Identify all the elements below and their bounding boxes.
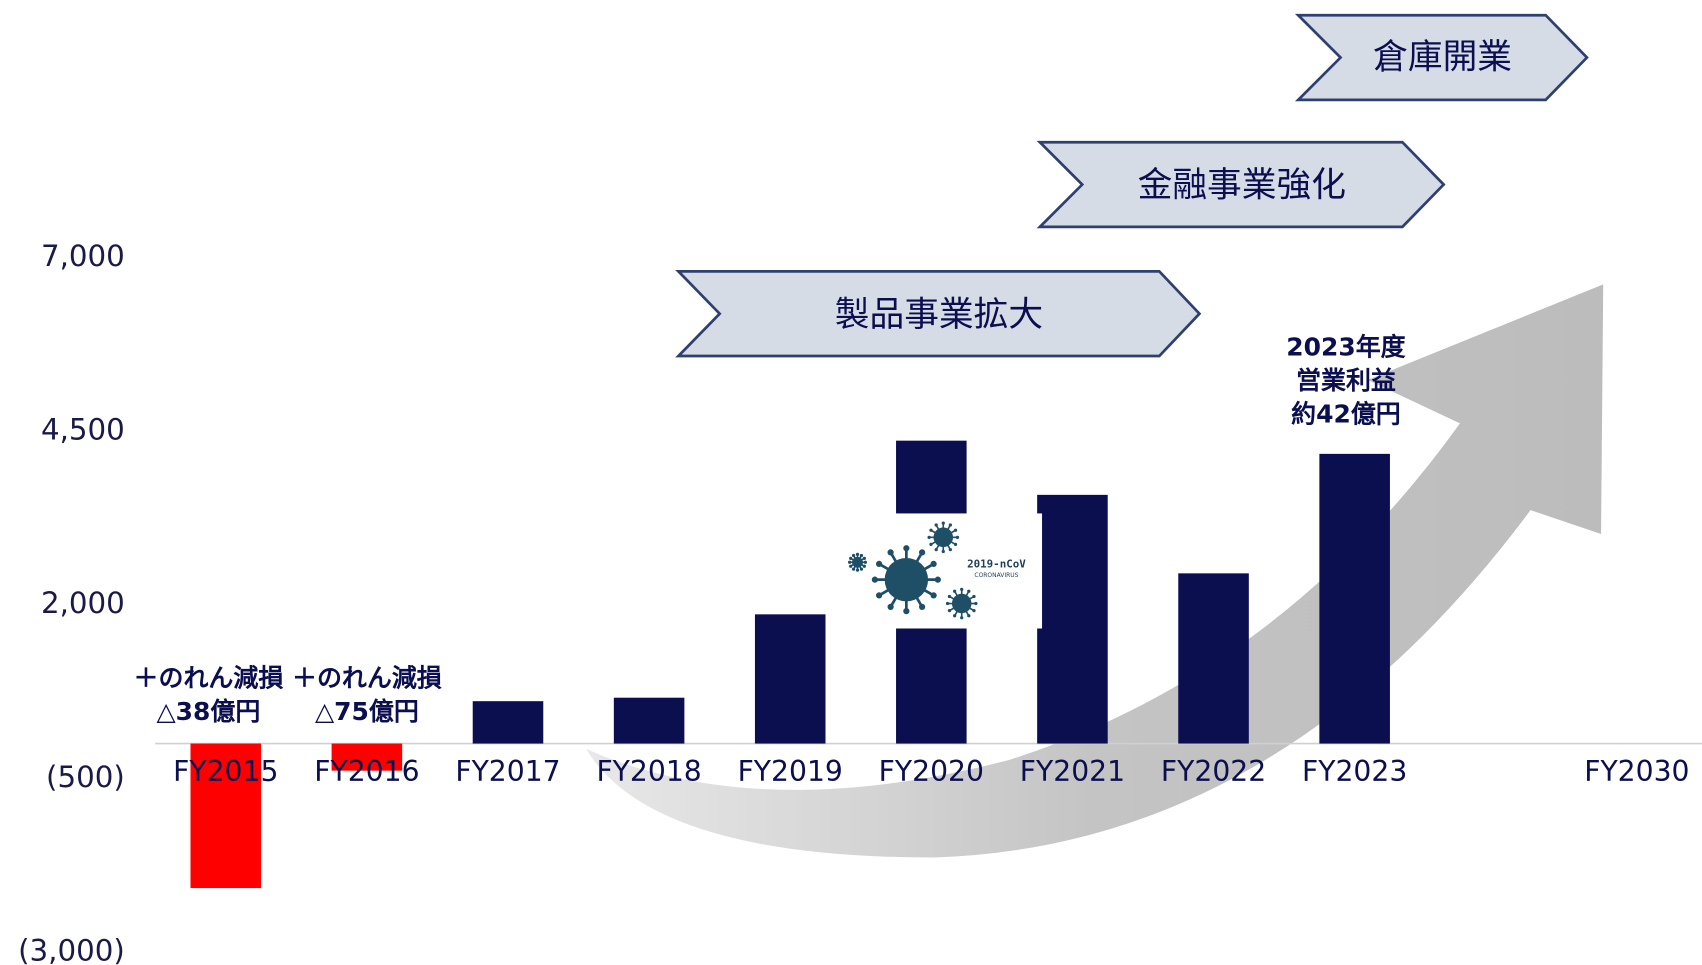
annotation: ＋のれん減損 <box>134 664 284 693</box>
virus-spike-tip <box>953 614 957 618</box>
x-tick-label: FY2018 <box>596 755 701 788</box>
virus-spike-tip <box>947 594 952 599</box>
virus-spike-tip <box>871 576 878 583</box>
virus-spike-tip <box>875 592 883 599</box>
virus-spike-tip <box>948 523 952 527</box>
phase-banner <box>1294 13 1589 102</box>
virus-spike-tip <box>848 560 852 564</box>
virus-spike-tip <box>953 589 957 593</box>
virus-spike-tip <box>862 556 866 560</box>
virus-spike-tip <box>851 553 856 558</box>
virus-spike-tip <box>972 608 976 613</box>
virus-spike-tip <box>945 601 950 606</box>
annotation: 約42億円 <box>1291 400 1401 429</box>
phase-banner <box>1036 140 1446 229</box>
x-tick-label: FY2020 <box>879 755 984 788</box>
virus-spike-tip <box>934 547 938 552</box>
virus-spike-tip <box>851 567 856 571</box>
x-tick-label: FY2021 <box>1020 755 1125 788</box>
bar <box>754 614 826 744</box>
virus-spike-tip <box>855 552 860 557</box>
virus-spike-tip <box>934 576 941 583</box>
phase-banner <box>675 270 1202 358</box>
virus-spike-tip <box>930 592 937 599</box>
phase-label: 金融事業強化 <box>1138 166 1346 206</box>
bar <box>1037 494 1108 744</box>
y-tick-label: (500) <box>46 760 125 794</box>
y-tick-label: 7,000 <box>41 239 125 273</box>
x-tick-label: FY2017 <box>455 755 560 788</box>
virus-spike-tip <box>974 601 978 606</box>
virus-spike-tip <box>918 603 926 611</box>
virus-body <box>884 557 929 602</box>
virus-spike-tip <box>941 521 945 525</box>
virus-spike-tip <box>849 556 853 560</box>
phase-label: 倉庫開業 <box>1373 38 1512 78</box>
annotation: 営業利益 <box>1296 366 1396 395</box>
bar <box>472 701 544 744</box>
virus-illustration: 2019-nCoV CORONAVIRUS <box>841 513 1043 629</box>
virus-spike-tip <box>859 567 864 571</box>
virus-spike-tip <box>972 594 976 599</box>
virus-spike-tip <box>849 564 853 568</box>
annotation: 2023年度 <box>1286 332 1405 361</box>
virus-spike-tip <box>967 589 971 593</box>
x-tick-label: FY2016 <box>314 755 419 788</box>
x-tick-label: FY2023 <box>1302 755 1407 788</box>
virus-spike-tip <box>859 553 864 558</box>
bar <box>331 743 403 771</box>
virus-spike-tip <box>953 542 958 547</box>
virus-spike-tip <box>948 547 952 552</box>
phase-banners <box>675 13 1589 358</box>
bar <box>613 697 685 744</box>
virus-spike-tip <box>862 564 866 568</box>
virus-label: CORONAVIRUS <box>974 572 1018 579</box>
virus-spike-tip <box>927 535 931 539</box>
virus-spike-tip <box>887 549 894 556</box>
virus-spike-tip <box>953 528 958 532</box>
virus-spike-tip <box>941 549 945 554</box>
x-tick-label: FY2030 <box>1584 755 1689 788</box>
virus-spike-tip <box>855 568 860 572</box>
y-tick-label: 4,500 <box>41 412 125 446</box>
annotation: △38億円 <box>156 697 260 726</box>
annotation: △75億円 <box>315 697 419 726</box>
virus-spike-tip <box>947 608 952 613</box>
virus-spike-tip <box>955 535 960 539</box>
virus-spike-tip <box>863 560 868 564</box>
virus-body <box>852 556 863 568</box>
bar <box>190 743 262 889</box>
x-tick-label: FY2019 <box>738 755 843 788</box>
virus-spike-tip <box>903 545 910 552</box>
virus-spike-tip <box>930 560 937 568</box>
virus-spike-tip <box>929 528 933 532</box>
virus-spike-tip <box>960 587 964 591</box>
virus-spike-tip <box>960 616 964 620</box>
virus-label: 2019-nCoV <box>967 557 1026 570</box>
x-tick-label: FY2022 <box>1161 755 1266 788</box>
y-tick-label: 2,000 <box>41 586 125 620</box>
virus-spike-tip <box>929 542 933 547</box>
virus-body <box>933 527 954 548</box>
bar <box>1319 453 1390 744</box>
bar <box>1178 573 1249 744</box>
virus-spike-tip <box>875 560 883 568</box>
x-tick-label: FY2015 <box>173 755 278 788</box>
virus-spike-tip <box>934 523 938 527</box>
y-tick-label: (3,000) <box>18 933 125 965</box>
virus-spike-tip <box>967 614 971 618</box>
virus-spike-tip <box>887 603 894 611</box>
virus-spike-tip <box>918 549 926 556</box>
virus-spike-tip <box>903 608 910 615</box>
annotation: ＋のれん減損 <box>292 664 442 693</box>
phase-label: 製品事業拡大 <box>835 295 1043 335</box>
virus-body <box>951 593 972 614</box>
